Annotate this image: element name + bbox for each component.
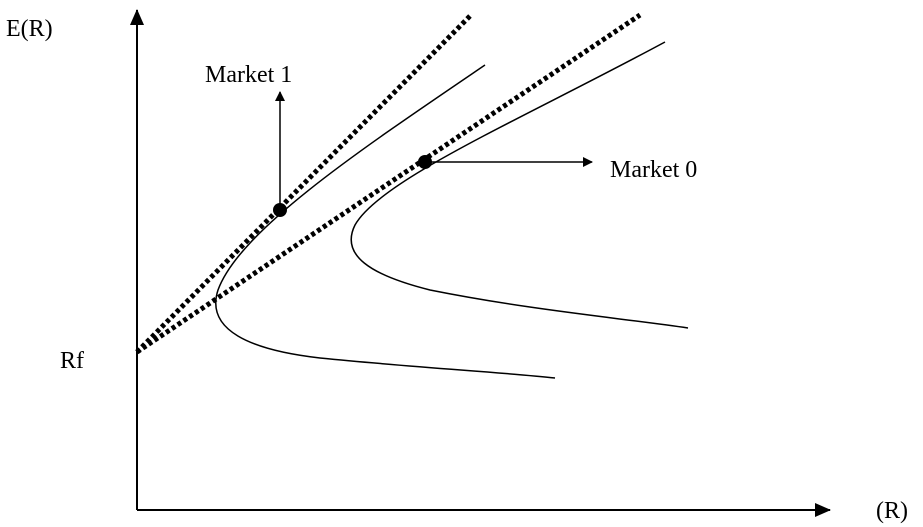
x-axis-label: (R) [876, 498, 908, 524]
point-label: Market 1 [205, 62, 292, 88]
rf-label: Rf [60, 348, 84, 374]
capital-market-line [135, 12, 474, 354]
capital-market-line [135, 12, 642, 355]
efficient-frontier [350, 41, 689, 329]
axes [130, 9, 831, 517]
efficient-frontier [215, 64, 556, 379]
point-label: Market 0 [610, 157, 697, 183]
y-axis-label: E(R) [6, 16, 53, 42]
